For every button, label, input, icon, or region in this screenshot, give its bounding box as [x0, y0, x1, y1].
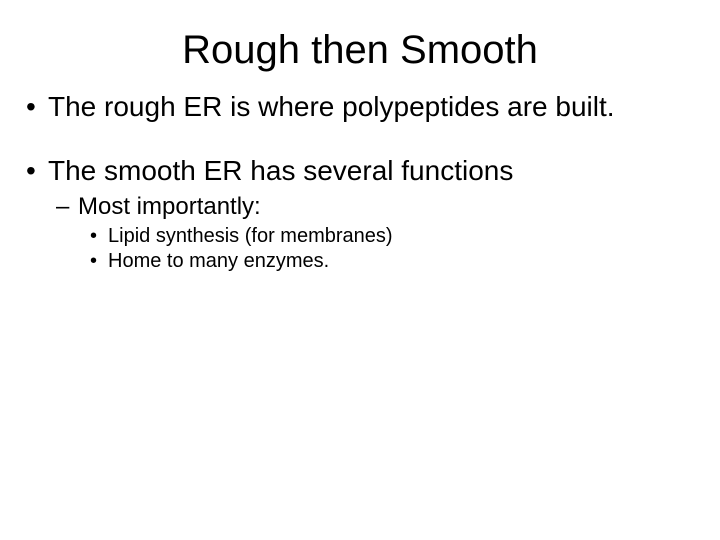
list-item: The rough ER is where polypeptides are b…	[20, 91, 700, 123]
bullet-text: Most importantly:	[78, 193, 261, 220]
bullet-list-level-3: Lipid synthesis (for membranes) Home to …	[78, 225, 700, 273]
bullet-text: Lipid synthesis (for membranes)	[108, 225, 393, 247]
bullet-text: Home to many enzymes.	[108, 250, 329, 272]
list-item: Lipid synthesis (for membranes)	[78, 225, 700, 248]
bullet-list-level-2: Most importantly: Lipid synthesis (for m…	[48, 193, 700, 273]
bullet-text: The rough ER is where polypeptides are b…	[48, 91, 615, 122]
list-item: Home to many enzymes.	[78, 250, 700, 273]
list-item: The smooth ER has several functions Most…	[20, 155, 700, 273]
list-item: Most importantly: Lipid synthesis (for m…	[48, 193, 700, 273]
bullet-list-level-1: The rough ER is where polypeptides are b…	[20, 91, 700, 273]
bullet-text: The smooth ER has several functions	[48, 155, 513, 186]
slide-title: Rough then Smooth	[20, 28, 700, 73]
